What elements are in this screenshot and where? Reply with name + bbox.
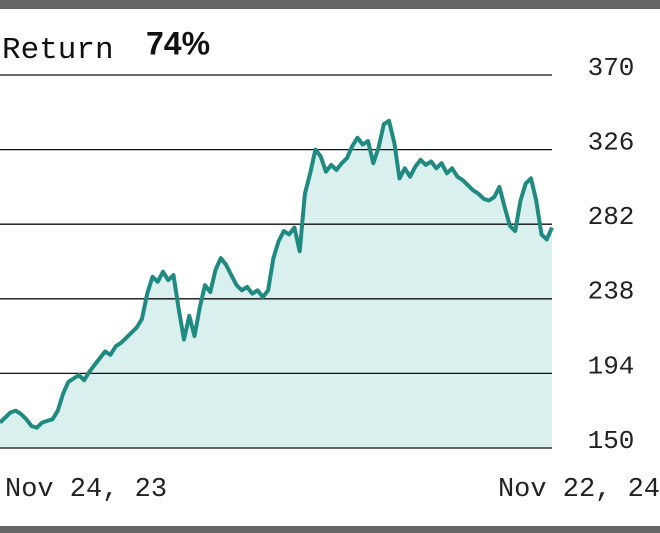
y-tick-label: 370 — [588, 53, 635, 83]
y-tick-label: 282 — [588, 202, 635, 232]
y-tick-label: 150 — [588, 426, 635, 456]
chart-title: Return — [2, 33, 114, 68]
y-tick-label: 326 — [588, 127, 635, 157]
area — [0, 120, 552, 449]
x-tick-label: Nov 22, 24 — [498, 475, 660, 505]
plot-area — [0, 74, 554, 449]
headline-value: 74% — [146, 25, 210, 61]
top-bar — [0, 0, 660, 9]
y-tick-label: 194 — [588, 351, 635, 381]
x-tick-label: Nov 24, 23 — [5, 475, 167, 505]
y-tick-label: 238 — [588, 277, 635, 307]
bottom-bar — [0, 526, 660, 533]
line — [0, 118, 554, 430]
